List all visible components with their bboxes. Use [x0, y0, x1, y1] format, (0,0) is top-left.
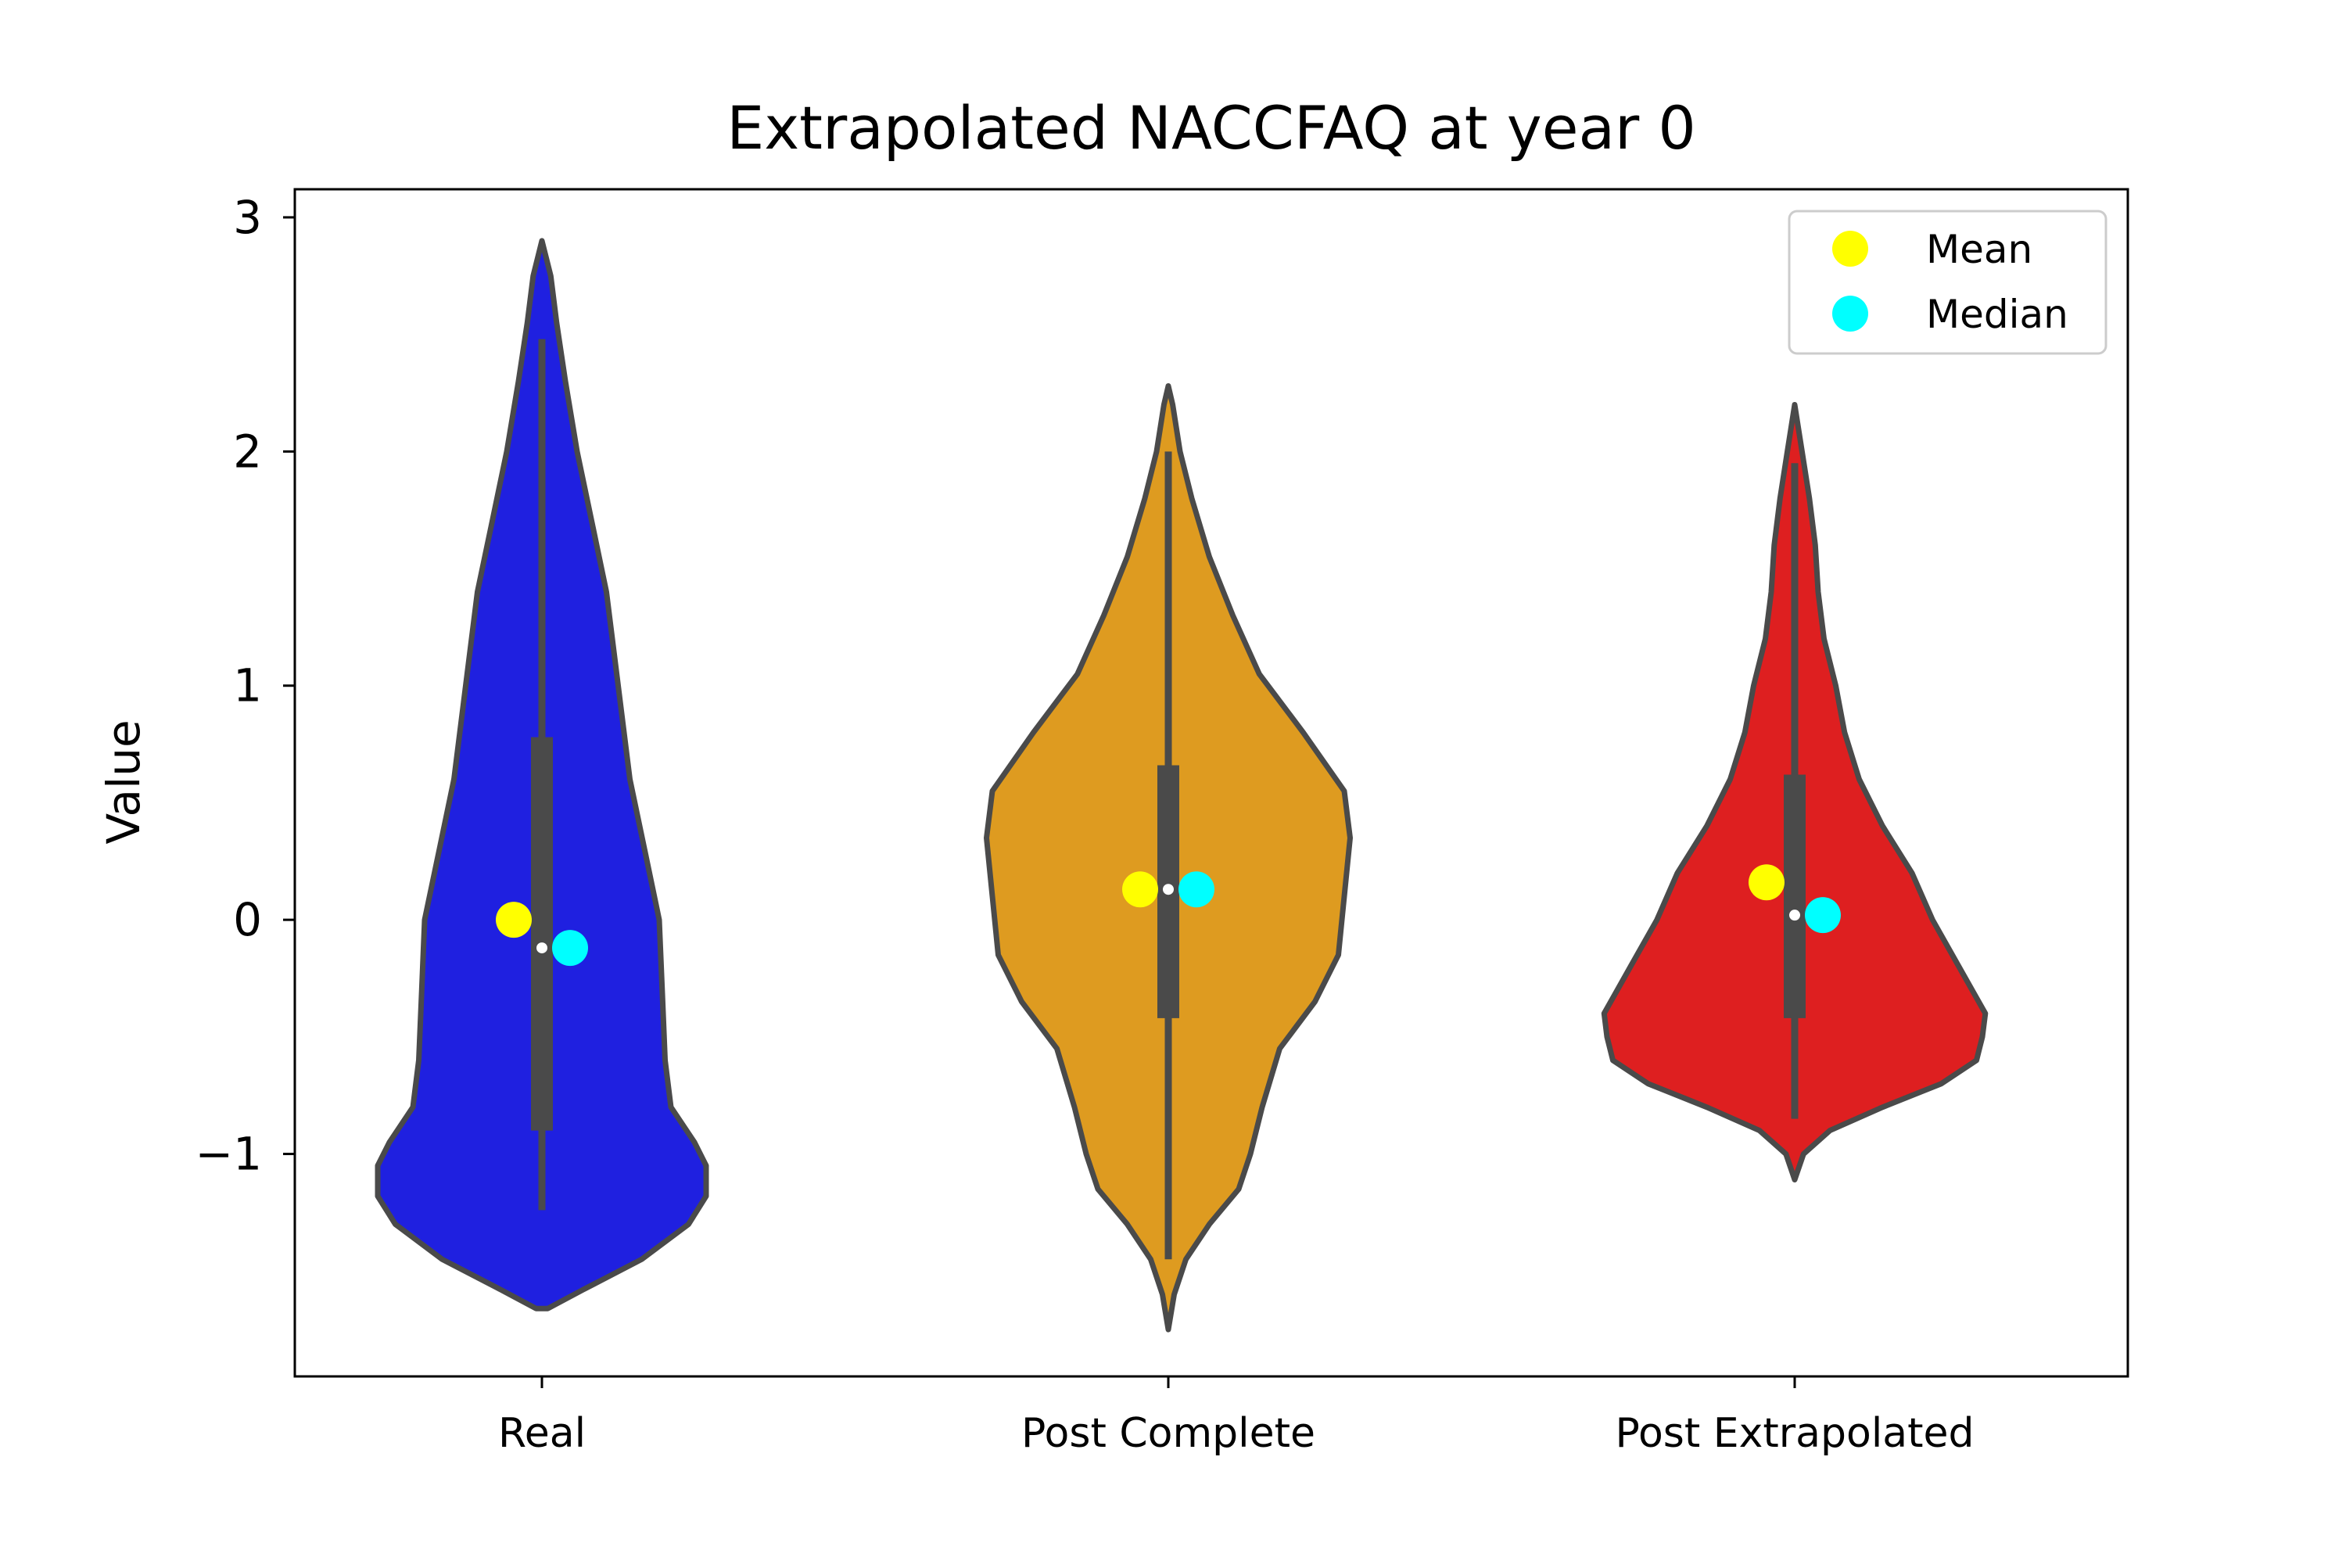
- mean-marker-1: [496, 902, 532, 938]
- x-tick-label-2: Post Complete: [1021, 1410, 1315, 1457]
- y-axis-label: Value: [97, 719, 150, 844]
- legend: Mean Median: [1788, 210, 2107, 355]
- legend-label-mean: Mean: [1926, 227, 2032, 272]
- iqr-box-3: [1784, 774, 1806, 1018]
- median-marker-2: [1178, 871, 1214, 908]
- y-tick-label-2: 0: [233, 893, 262, 946]
- y-tick-label-5: 3: [233, 191, 262, 244]
- chart-title: Extrapolated NACCFAQ at year 0: [726, 93, 1696, 163]
- legend-label-median: Median: [1926, 292, 2068, 337]
- x-tick-label-3: Post Extrapolated: [1615, 1410, 1974, 1457]
- median-point-1: [536, 942, 547, 954]
- legend-marker-median: [1832, 296, 1868, 332]
- y-tick-label-3: 1: [233, 659, 262, 712]
- x-tick-label-1: Real: [498, 1410, 586, 1457]
- iqr-box-1: [531, 737, 553, 1131]
- median-point-3: [1789, 910, 1800, 921]
- mean-marker-2: [1122, 871, 1158, 908]
- median-point-2: [1163, 884, 1174, 895]
- median-marker-3: [1805, 897, 1841, 934]
- plot-frame: [293, 188, 2129, 1378]
- legend-box: [1788, 210, 2107, 355]
- mean-marker-3: [1749, 864, 1785, 901]
- legend-marker-mean: [1832, 231, 1868, 267]
- y-tick-label-1: −1: [196, 1128, 263, 1181]
- y-tick-label-4: 2: [233, 425, 262, 478]
- median-marker-1: [552, 930, 588, 967]
